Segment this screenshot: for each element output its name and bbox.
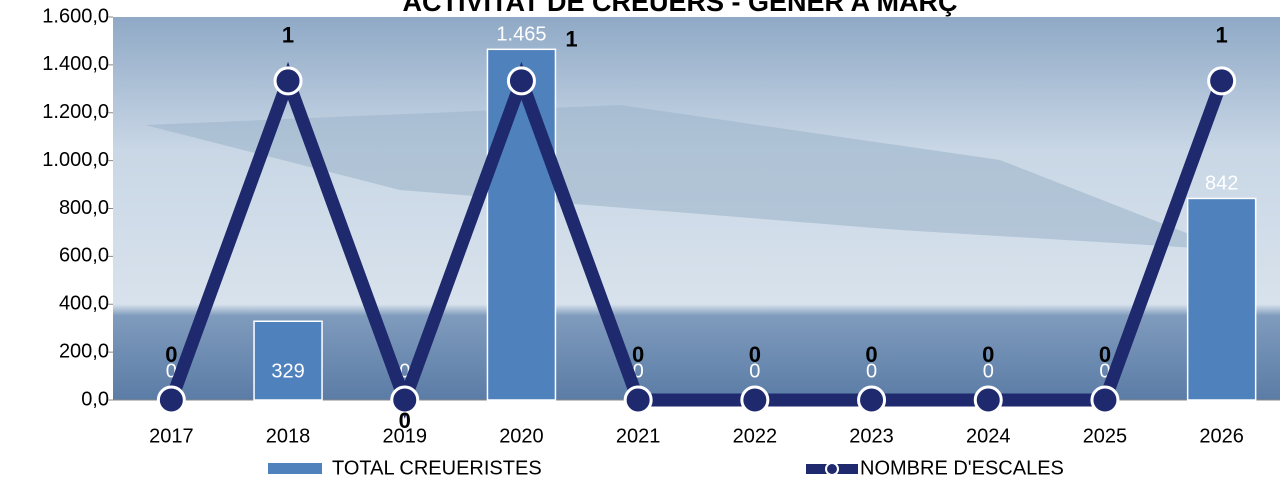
line-marker	[1090, 385, 1120, 415]
bar-value-label: 0	[983, 360, 994, 382]
y-tick-label: 800,0	[59, 197, 109, 219]
bar-value-label: 0	[633, 360, 644, 382]
line-value-label: 0	[982, 342, 994, 367]
bar-value-label: 842	[1205, 173, 1238, 195]
x-tick-label: 2020	[499, 425, 544, 447]
bar-value-label: 1.465	[496, 24, 546, 46]
line-marker	[973, 385, 1003, 415]
x-tick-label: 2018	[266, 425, 311, 447]
x-tick-label: 2021	[616, 425, 661, 447]
bar-value-label: 329	[271, 360, 304, 382]
bar-value-label: 0	[866, 360, 877, 382]
line-marker	[623, 385, 653, 415]
y-tick-label: 1.200,0	[42, 101, 109, 123]
line	[165, 61, 1228, 419]
line-value-label: 0	[165, 342, 177, 367]
y-tick-label: 1.600,0	[42, 5, 109, 27]
line-value-label: 1	[565, 27, 577, 52]
line-marker	[506, 66, 536, 96]
ship-shape	[145, 105, 1230, 250]
legend-swatch	[825, 462, 839, 476]
legend-label: TOTAL CREUERISTES	[332, 457, 542, 479]
line-value-label: 0	[632, 342, 644, 367]
bar-value-label: 0	[399, 360, 410, 382]
x-tick-label: 2017	[149, 425, 194, 447]
line-marker	[273, 66, 303, 96]
line-value-label: 0	[865, 342, 877, 367]
x-tick-label: 2026	[1199, 425, 1244, 447]
line-marker	[156, 385, 186, 415]
bar-value-label: 0	[166, 360, 177, 382]
bar	[253, 320, 323, 401]
line-value-label: 1	[1216, 23, 1228, 48]
line-marker	[390, 385, 420, 415]
line-value-label: 0	[399, 408, 411, 433]
y-tick-label: 0,0	[81, 388, 109, 410]
y-tick-label: 1.000,0	[42, 149, 109, 171]
y-tick-label: 200,0	[59, 340, 109, 362]
x-tick-label: 2019	[383, 425, 428, 447]
line-marker	[740, 385, 770, 415]
line-marker	[857, 385, 887, 415]
x-tick-label: 2023	[849, 425, 894, 447]
line-value-label: 0	[749, 342, 761, 367]
x-tick-label: 2024	[966, 425, 1011, 447]
bar	[1186, 197, 1257, 401]
line-value-label: 1	[282, 23, 294, 48]
bar-value-label: 0	[749, 360, 760, 382]
y-tick-label: 1.400,0	[42, 53, 109, 75]
line-value-label: 0	[1099, 342, 1111, 367]
bar	[486, 48, 557, 401]
line-marker	[1207, 66, 1237, 96]
legend-swatch	[268, 463, 322, 474]
bar-value-label: 0	[1099, 360, 1110, 382]
chart-title: ACTIVITAT DE CREUERS - GENER A MARÇ	[402, 0, 957, 17]
y-tick-label: 600,0	[59, 245, 109, 267]
y-tick-label: 400,0	[59, 293, 109, 315]
legend-label: NOMBRE D'ESCALES	[860, 457, 1064, 479]
x-tick-label: 2022	[733, 425, 778, 447]
x-tick-label: 2025	[1083, 425, 1128, 447]
